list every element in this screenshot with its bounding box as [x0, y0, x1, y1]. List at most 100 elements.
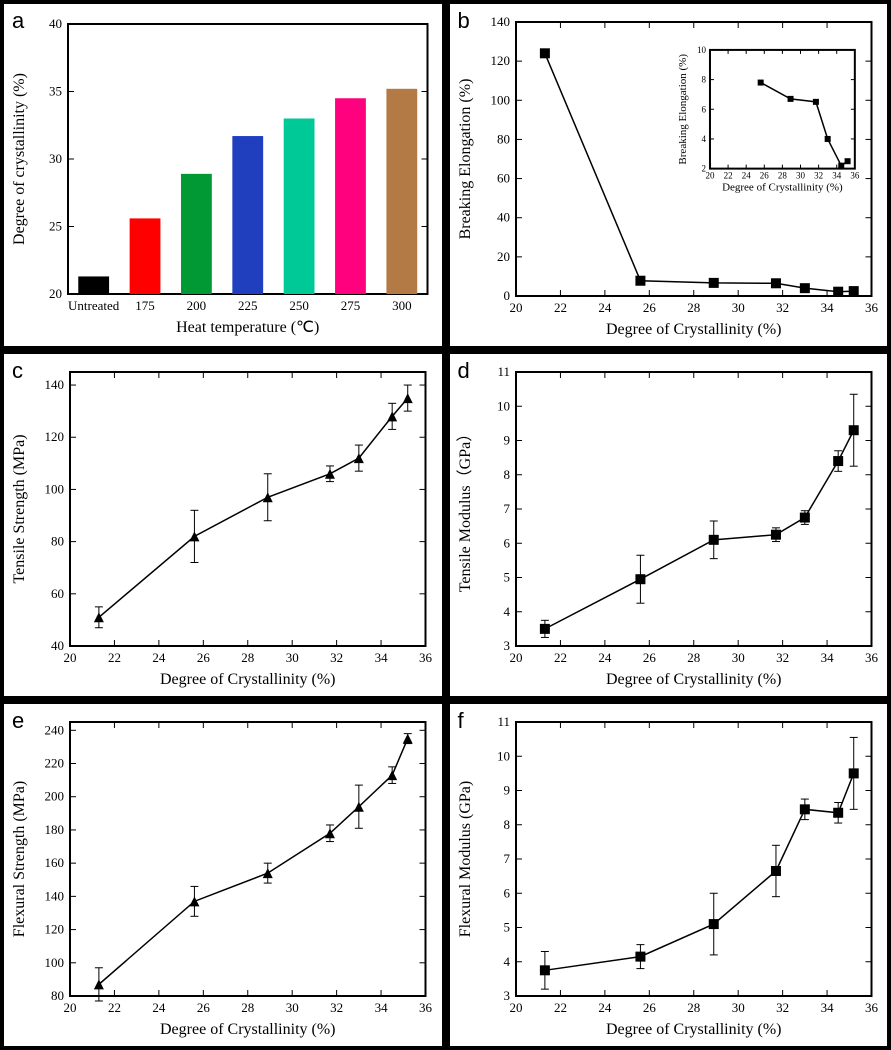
svg-text:22: 22: [553, 650, 566, 665]
svg-text:22: 22: [108, 650, 121, 665]
svg-text:30: 30: [731, 650, 744, 665]
svg-text:Degree of Crystallinity (%): Degree of Crystallinity (%): [160, 1021, 336, 1038]
svg-text:5: 5: [503, 570, 510, 585]
svg-text:250: 250: [289, 298, 309, 313]
svg-text:8: 8: [503, 467, 510, 482]
svg-text:Degree of Crystallinity (%): Degree of Crystallinity (%): [722, 182, 843, 194]
svg-text:Degree of Crystallinity (%): Degree of Crystallinity (%): [160, 671, 336, 688]
svg-text:10: 10: [497, 748, 510, 763]
svg-text:20: 20: [64, 650, 77, 665]
svg-text:24: 24: [598, 650, 612, 665]
svg-text:Flexural Modulus (GPa): Flexural Modulus (GPa): [457, 781, 474, 937]
svg-text:Degree of Crystallinity (%): Degree of Crystallinity (%): [606, 321, 782, 338]
svg-text:5: 5: [503, 920, 510, 935]
chart-d: 20222426283032343634567891011Degree of C…: [450, 354, 888, 696]
svg-text:7: 7: [503, 851, 510, 866]
svg-text:Degree of Crystallinity (%): Degree of Crystallinity (%): [606, 671, 782, 688]
svg-text:20: 20: [49, 286, 62, 301]
svg-text:6: 6: [701, 104, 706, 114]
svg-text:20: 20: [509, 650, 522, 665]
svg-text:26: 26: [642, 300, 656, 315]
svg-text:30: 30: [796, 171, 806, 181]
svg-text:9: 9: [503, 783, 510, 798]
chart-f: 20222426283032343634567891011Degree of C…: [450, 704, 888, 1046]
svg-text:36: 36: [419, 1000, 433, 1015]
svg-text:200: 200: [45, 789, 65, 804]
svg-text:20: 20: [509, 1000, 522, 1015]
svg-text:Breaking Elongation (%): Breaking Elongation (%): [457, 79, 474, 240]
svg-text:40: 40: [497, 210, 510, 225]
svg-text:34: 34: [375, 650, 389, 665]
svg-text:26: 26: [642, 1000, 656, 1015]
svg-text:200: 200: [187, 298, 207, 313]
svg-text:20: 20: [64, 1000, 77, 1015]
svg-text:22: 22: [108, 1000, 121, 1015]
svg-text:30: 30: [731, 1000, 744, 1015]
svg-text:8: 8: [701, 75, 706, 85]
svg-text:11: 11: [497, 714, 510, 729]
svg-text:36: 36: [865, 650, 879, 665]
svg-text:180: 180: [45, 822, 65, 837]
svg-text:32: 32: [776, 1000, 789, 1015]
svg-text:275: 275: [341, 298, 361, 313]
svg-text:7: 7: [503, 501, 510, 516]
svg-text:28: 28: [687, 300, 700, 315]
svg-text:10: 10: [696, 45, 706, 55]
svg-text:22: 22: [553, 300, 566, 315]
panel-label-e: e: [12, 708, 24, 734]
chart-c: 202224262830323436406080100120140Degree …: [4, 354, 442, 696]
svg-text:22: 22: [553, 1000, 566, 1015]
svg-text:24: 24: [598, 300, 612, 315]
panel-label-b: b: [458, 8, 470, 34]
svg-text:Untreated: Untreated: [68, 298, 120, 313]
svg-text:Degree of Crystallinity (%): Degree of Crystallinity (%): [606, 1021, 782, 1038]
svg-text:300: 300: [392, 298, 412, 313]
svg-text:30: 30: [731, 300, 744, 315]
svg-text:3: 3: [503, 638, 510, 653]
panel-label-c: c: [12, 358, 23, 384]
svg-text:36: 36: [850, 171, 860, 181]
svg-text:32: 32: [330, 1000, 343, 1015]
svg-text:120: 120: [45, 922, 65, 937]
svg-text:35: 35: [49, 84, 62, 99]
svg-text:3: 3: [503, 988, 510, 1003]
svg-text:24: 24: [152, 1000, 166, 1015]
panel-label-a: a: [12, 8, 24, 34]
svg-text:24: 24: [741, 171, 751, 181]
svg-text:30: 30: [286, 650, 299, 665]
panel-d: d20222426283032343634567891011Degree of …: [450, 354, 888, 696]
svg-text:Degree of crystallinity (%): Degree of crystallinity (%): [11, 73, 28, 245]
svg-text:36: 36: [865, 1000, 879, 1015]
svg-text:32: 32: [776, 300, 789, 315]
svg-text:24: 24: [598, 1000, 612, 1015]
chart-a: 2025303540Untreated175200225250275300Hea…: [4, 4, 442, 346]
svg-text:240: 240: [45, 722, 65, 737]
svg-text:34: 34: [820, 650, 834, 665]
svg-text:140: 140: [45, 377, 65, 392]
svg-text:60: 60: [51, 586, 64, 601]
svg-text:28: 28: [777, 171, 787, 181]
svg-text:100: 100: [45, 481, 65, 496]
svg-text:4: 4: [503, 604, 510, 619]
panel-label-d: d: [458, 358, 470, 384]
svg-text:220: 220: [45, 756, 65, 771]
panel-f: f20222426283032343634567891011Degree of …: [450, 704, 888, 1046]
figure-grid: a2025303540Untreated175200225250275300He…: [0, 0, 891, 1050]
svg-text:28: 28: [241, 1000, 254, 1015]
svg-text:10: 10: [497, 398, 510, 413]
svg-text:26: 26: [759, 171, 769, 181]
svg-text:34: 34: [832, 171, 842, 181]
panel-c: c202224262830323436406080100120140Degree…: [4, 354, 442, 696]
svg-text:Flexural Strength (MPa): Flexural Strength (MPa): [11, 781, 28, 937]
svg-text:20: 20: [497, 249, 510, 264]
svg-text:36: 36: [865, 300, 879, 315]
svg-text:9: 9: [503, 433, 510, 448]
svg-text:36: 36: [419, 650, 433, 665]
svg-text:20: 20: [509, 300, 522, 315]
svg-text:80: 80: [497, 131, 510, 146]
svg-text:Tensile Strength (MPa): Tensile Strength (MPa): [11, 434, 28, 583]
svg-text:40: 40: [51, 638, 64, 653]
panel-e: e202224262830323436801001201401601802002…: [4, 704, 442, 1046]
svg-text:175: 175: [135, 298, 155, 313]
svg-text:25: 25: [49, 219, 62, 234]
